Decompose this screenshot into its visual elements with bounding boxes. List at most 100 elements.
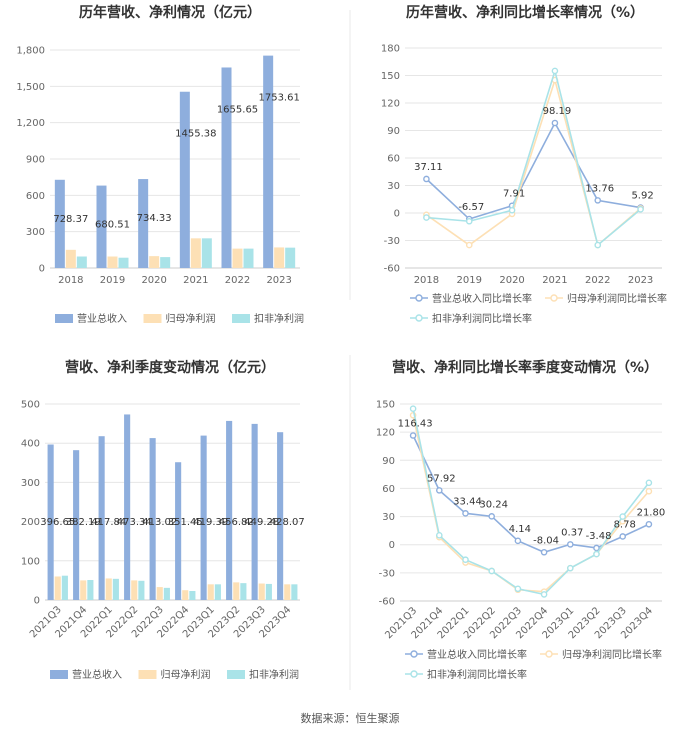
bar-deducted-profit — [291, 584, 298, 600]
bar-net-profit — [156, 587, 163, 600]
y-tick-label: 120 — [376, 428, 395, 439]
series-line — [426, 67, 642, 247]
legend-swatch — [143, 314, 162, 323]
line-data-label: -6.57 — [458, 202, 484, 213]
legend-label: 归母净利润 — [166, 312, 216, 325]
series-point — [514, 585, 522, 593]
bar-revenue — [73, 450, 80, 600]
legend-swatch — [55, 314, 73, 323]
bar-net-profit — [190, 238, 201, 268]
series-line — [412, 408, 650, 596]
legend-marker — [415, 294, 423, 302]
legend-swatch — [50, 670, 68, 679]
y-tick-label: -30 — [384, 236, 400, 247]
bar-revenue — [96, 185, 107, 268]
bar-deducted-profit — [243, 248, 254, 268]
bar-revenue — [47, 444, 54, 600]
bar-revenue — [221, 67, 232, 268]
series-line — [412, 415, 650, 593]
y-tick-label: 150 — [381, 71, 400, 82]
y-tick-label: 30 — [382, 512, 395, 523]
bar-deducted-profit — [163, 587, 170, 600]
line-data-label: 37.11 — [414, 162, 443, 173]
series-point — [435, 532, 443, 539]
legend-marker — [550, 294, 558, 302]
bar-deducted-profit — [240, 583, 247, 600]
legend-label: 归母净利润同比增长率 — [562, 648, 662, 661]
x-tick-label: 2021 — [183, 275, 208, 286]
line-data-label: -8.04 — [533, 535, 559, 546]
chart-title: 历年营收、净利情况（亿元） — [79, 4, 261, 21]
y-tick-label: 0 — [39, 264, 45, 275]
bar-revenue — [149, 438, 156, 600]
x-tick-label: 2022 — [225, 275, 250, 286]
bar-revenue — [277, 432, 284, 600]
y-tick-label: 0 — [389, 540, 395, 551]
legend-label: 扣非净利润 — [249, 668, 299, 681]
bar-net-profit — [233, 582, 240, 600]
bar-deducted-profit — [76, 256, 87, 268]
y-tick-label: 1,800 — [16, 46, 45, 57]
line-data-label: 4.14 — [509, 524, 531, 535]
legend-marker — [410, 670, 418, 678]
chart-title: 营收、净利同比增长率季度变动情况（%） — [392, 359, 658, 376]
bar-net-profit — [232, 248, 243, 268]
x-tick-label: 2023 — [628, 275, 653, 286]
y-tick-label: 300 — [26, 227, 45, 238]
series-point — [645, 520, 653, 528]
bar-data-label: 456.82 — [219, 517, 254, 528]
series-line — [412, 435, 650, 554]
y-tick-label: 600 — [26, 191, 45, 202]
chart-title: 历年营收、净利同比增长率情况（%） — [406, 4, 644, 21]
series-point — [508, 206, 516, 214]
legend-marker — [410, 650, 418, 658]
legend-swatch — [138, 670, 157, 679]
series-point — [435, 487, 443, 494]
bar-data-label: 680.51 — [95, 220, 130, 231]
bar-data-label: 1455.38 — [175, 129, 216, 140]
y-tick-label: 1,500 — [16, 82, 45, 93]
series-point — [551, 119, 559, 127]
bar-net-profit — [80, 580, 87, 600]
series-point — [540, 548, 548, 556]
line-data-label: 116.43 — [398, 418, 433, 429]
legend-swatch — [232, 314, 250, 323]
series-point — [423, 175, 430, 183]
bar-deducted-profit — [118, 257, 129, 268]
bar-revenue — [200, 435, 207, 600]
y-tick-label: 500 — [21, 400, 40, 411]
x-tick-label: 2020 — [499, 275, 524, 286]
line-data-label: 5.92 — [631, 191, 653, 202]
bar-net-profit — [107, 256, 118, 268]
bar-net-profit — [65, 249, 76, 268]
series-point — [567, 564, 574, 572]
x-tick-label: 2018 — [414, 275, 439, 286]
bar-net-profit — [274, 247, 285, 268]
y-tick-label: 120 — [381, 99, 400, 110]
bar-deducted-profit — [214, 584, 221, 600]
bar-net-profit — [105, 578, 112, 600]
y-tick-label: -60 — [384, 264, 400, 275]
legend-label: 营业总收入同比增长率 — [427, 648, 527, 661]
y-tick-label: 90 — [387, 126, 400, 137]
legend-marker — [545, 650, 553, 658]
line-data-label: 13.76 — [585, 183, 614, 194]
y-tick-label: 0 — [394, 209, 400, 220]
series-point — [593, 550, 600, 558]
bar-revenue — [54, 179, 65, 268]
bar-deducted-profit — [112, 578, 119, 600]
bar-deducted-profit — [87, 580, 94, 600]
series-point — [619, 513, 627, 520]
series-point — [409, 432, 417, 439]
legend-label: 营业总收入 — [77, 312, 127, 325]
x-tick-label: 2019 — [457, 275, 482, 286]
legend-label: 扣非净利润 — [254, 312, 304, 325]
y-tick-label: 300 — [21, 478, 40, 489]
bar-data-label: 449.28 — [244, 517, 279, 528]
bar-data-label: 473.34 — [117, 517, 152, 528]
series-point — [567, 541, 574, 548]
source-note: 数据来源：恒生聚源 — [301, 711, 400, 725]
series-point — [465, 217, 473, 225]
bar-revenue — [98, 436, 105, 600]
